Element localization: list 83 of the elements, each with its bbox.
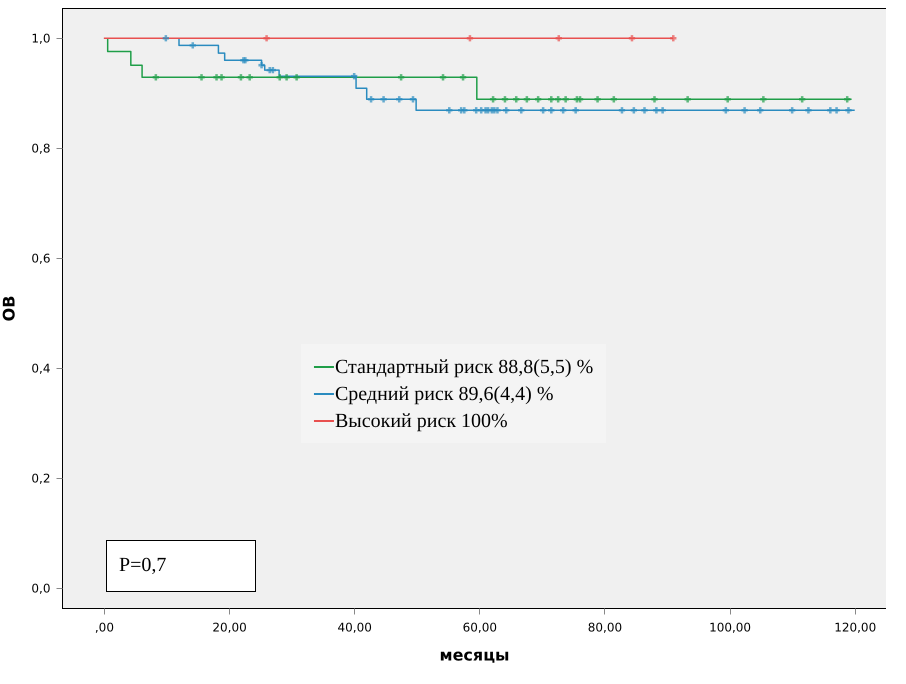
point — [760, 96, 767, 102]
x-tick-label: 120,00 — [834, 620, 876, 634]
point — [283, 74, 290, 80]
annotation-box: P=0,7 — [106, 540, 256, 592]
point — [844, 96, 850, 102]
point — [460, 74, 466, 80]
point — [741, 107, 748, 114]
point — [724, 96, 731, 102]
point — [610, 96, 617, 102]
point — [494, 107, 501, 114]
point — [218, 74, 225, 80]
point — [540, 107, 546, 114]
point — [572, 107, 579, 114]
point — [594, 96, 601, 102]
point — [562, 96, 569, 102]
y-tick-label: 0,6 — [31, 252, 50, 266]
point — [490, 96, 496, 102]
legend-label: Высокий риск 100% — [334, 410, 508, 432]
point — [554, 96, 562, 102]
y-tick-label: 0,2 — [31, 472, 50, 486]
point — [560, 107, 566, 114]
x-tick-label: 20,00 — [212, 620, 247, 634]
point — [651, 96, 658, 102]
point — [548, 107, 554, 114]
x-tick-label: 60,00 — [462, 620, 497, 634]
point — [190, 42, 196, 49]
point — [827, 107, 834, 114]
legend-label: Стандартный риск 88,8(5,5) % — [334, 356, 594, 378]
point — [380, 96, 387, 102]
y-tick-label: 0,0 — [31, 582, 50, 596]
point — [410, 96, 416, 102]
point — [270, 66, 276, 74]
point — [258, 62, 265, 68]
point — [799, 96, 806, 102]
point — [630, 107, 638, 114]
point — [162, 35, 170, 42]
point — [513, 96, 520, 102]
y-tick-label: 0,8 — [31, 142, 50, 156]
point — [576, 96, 584, 102]
point — [198, 74, 205, 80]
point — [628, 35, 636, 42]
point — [684, 96, 691, 102]
point — [524, 96, 530, 102]
point — [263, 35, 270, 42]
point — [534, 96, 542, 102]
point — [446, 107, 452, 114]
point — [833, 107, 840, 114]
point — [845, 107, 852, 114]
legend-label: Средний риск 89,6(4,4) % — [334, 383, 554, 405]
x-tick-label: 40,00 — [338, 620, 372, 634]
x-tick-label: 80,00 — [588, 620, 622, 634]
point — [641, 107, 648, 114]
point — [368, 96, 374, 102]
point — [398, 74, 404, 80]
x-tick-label: ,00 — [94, 620, 114, 634]
point — [246, 74, 253, 80]
point — [276, 74, 283, 80]
y-tick-label: 1,0 — [31, 32, 50, 46]
point — [502, 96, 508, 102]
point — [518, 107, 524, 114]
point — [788, 107, 796, 114]
point — [805, 107, 812, 114]
point — [653, 107, 660, 114]
point — [722, 107, 729, 114]
point — [238, 74, 244, 80]
point — [461, 107, 468, 114]
y-axis-title: ОВ — [0, 296, 18, 322]
point — [548, 96, 554, 102]
point — [466, 35, 474, 42]
x-axis-title: месяцы — [439, 646, 510, 664]
point — [503, 107, 510, 114]
x-tick-label: 100,00 — [709, 620, 752, 634]
point — [659, 107, 666, 114]
point — [757, 107, 764, 114]
point — [670, 35, 676, 42]
point — [293, 74, 300, 80]
point — [152, 74, 160, 80]
point — [396, 96, 402, 102]
point — [618, 107, 626, 114]
y-tick-label: 0,4 — [31, 362, 50, 376]
point — [556, 35, 562, 42]
point — [351, 73, 358, 80]
point — [440, 74, 446, 80]
